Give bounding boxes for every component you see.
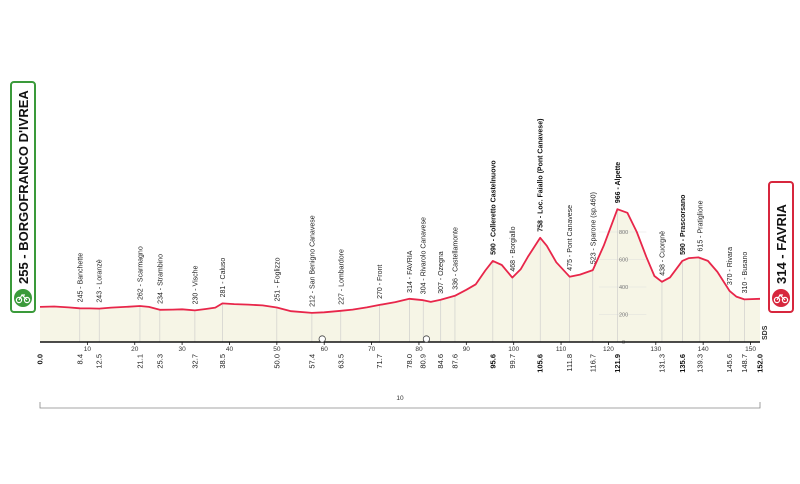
waypoint-label: 262 - Scarmagno <box>137 246 144 300</box>
waypoint-km-label: 139.3 <box>695 354 704 373</box>
waypoint-label: 438 - Cuorgnè <box>659 231 666 276</box>
waypoint-km-label: 121.9 <box>613 354 622 373</box>
x-axis-end-label: 152.0 <box>756 354 765 373</box>
alt-tick-label: 200 <box>619 313 628 319</box>
finish-badge-frame <box>768 181 794 313</box>
alt-tick-label: 0 <box>622 340 625 346</box>
x-tick-label: 130 <box>650 346 661 353</box>
finish-label: 314 - FAVRIA <box>774 203 789 284</box>
waypoint-km-label: 131.3 <box>657 354 666 373</box>
waypoint-km-label: 32.7 <box>190 354 199 369</box>
x-tick-label: 90 <box>463 346 471 353</box>
x-tick-label: 60 <box>321 346 329 353</box>
waypoint-label: 251 - Foglizzo <box>274 257 281 301</box>
waypoint-km-label: 12.5 <box>95 354 104 369</box>
waypoint-km-label: 84.6 <box>436 354 445 369</box>
sds-label: SDS <box>762 325 769 340</box>
x-tick-label: 140 <box>698 346 709 353</box>
waypoint-label: 758 - Loc. Faiallo (Pont Canavese) <box>538 119 545 232</box>
waypoint-label: 590 - Prascorsano <box>680 195 687 255</box>
profile-area <box>40 209 760 342</box>
x-tick-label: 40 <box>226 346 234 353</box>
start-badge: 255 - BORGOFRANCO D'IVREA <box>10 81 36 313</box>
x-tick-label: 70 <box>368 346 376 353</box>
feed-zone-icon <box>318 335 326 343</box>
waypoint-label: 227 - Lombardore <box>338 249 345 305</box>
waypoint-label: 310 - Busano <box>742 252 749 294</box>
x-tick-label: 120 <box>603 346 614 353</box>
waypoint-km-label: 21.1 <box>135 354 144 369</box>
waypoint-label: 523 - Sparone (sp.460) <box>590 192 597 264</box>
alt-tick-label: 400 <box>619 285 628 291</box>
waypoint-km-label: 99.7 <box>508 354 517 369</box>
alt-tick-label: 800 <box>619 230 628 236</box>
waypoint-km-label: 135.6 <box>678 354 687 373</box>
waypoint-km-label: 80.9 <box>419 354 428 369</box>
waypoint-km-label: 145.6 <box>725 354 734 373</box>
feed-zone-icon <box>422 335 431 343</box>
waypoint-label: 270 - Front <box>377 265 384 299</box>
waypoint-label: 468 - Borgiallo <box>510 226 517 271</box>
start-label: 255 - BORGOFRANCO D'IVREA <box>16 90 31 284</box>
waypoint-label: 281 - Caluso <box>220 258 227 298</box>
waypoint-label: 590 - Colleretto Castelnuovo <box>490 160 497 255</box>
waypoint-km-label: 116.7 <box>588 354 597 372</box>
waypoint-label: 245 - Banchette <box>77 253 84 303</box>
waypoint-km-label: 105.6 <box>536 354 545 373</box>
lap-bracket-line <box>39 402 761 409</box>
waypoint-label: 307 - Ozegna <box>438 251 445 294</box>
x-tick-label: 150 <box>745 346 756 353</box>
waypoint-label: 370 - Rivara <box>727 247 734 285</box>
start-bike-glyph <box>15 294 31 304</box>
profile-line <box>39 208 761 314</box>
waypoint-label: 234 - Strambino <box>157 254 164 304</box>
x-tick-label: 30 <box>178 346 186 353</box>
waypoint-km-label: 50.0 <box>272 354 281 369</box>
waypoint-label: 304 - Rivarolo Canavese <box>421 217 428 294</box>
waypoint-km-label: 8.4 <box>75 354 84 364</box>
lap-bracket: 10 <box>39 395 761 409</box>
waypoint-km-label: 87.6 <box>450 354 459 369</box>
waypoint-label: 314 - FAVRIA <box>407 250 414 293</box>
finish-bike-glyph <box>773 294 789 304</box>
x-tick-label: 20 <box>131 346 139 353</box>
waypoint-label: 336 - Castellamonte <box>452 227 459 290</box>
waypoint-km-label: 148.7 <box>740 354 749 373</box>
waypoint-label: 212 - San Benigno Canavese <box>309 215 316 307</box>
x-tick-label: 10 <box>84 346 92 353</box>
waypoint-km-label: 38.5 <box>218 354 227 369</box>
waypoint-km-label: 63.5 <box>336 354 345 369</box>
waypoint-km-label: 78.0 <box>405 354 414 369</box>
x-tick-label: 80 <box>415 346 423 353</box>
waypoint-km-label: 71.7 <box>375 354 384 369</box>
profile-chart: 0 200 400 600 800 245 - Banchette 8.4 243 - Lor… <box>36 119 765 373</box>
waypoint-km-label: 95.6 <box>488 354 497 369</box>
waypoint-label: 475 - Pont Canavese <box>567 205 574 271</box>
waypoint-km-label: 57.4 <box>307 354 316 369</box>
lap-bracket-label: 10 <box>396 395 404 402</box>
start-badge-frame <box>10 81 36 313</box>
waypoint-km-label: 25.3 <box>155 354 164 369</box>
x-tick-label: 50 <box>273 346 281 353</box>
waypoint-label: 966 - Alpette <box>615 162 622 203</box>
x-tick-label: 100 <box>508 346 519 353</box>
alt-tick-label: 600 <box>619 258 628 264</box>
finish-badge: 314 - FAVRIA <box>768 181 794 313</box>
waypoint-label: 230 - Vische <box>192 265 199 304</box>
x-axis-end-label: 0.0 <box>36 354 45 364</box>
waypoint-label: 243 - Loranzè <box>97 259 104 302</box>
waypoint-label: 615 - Pratiglione <box>697 200 704 251</box>
x-tick-label: 110 <box>556 346 567 353</box>
waypoint-km-label: 111.8 <box>565 354 574 372</box>
